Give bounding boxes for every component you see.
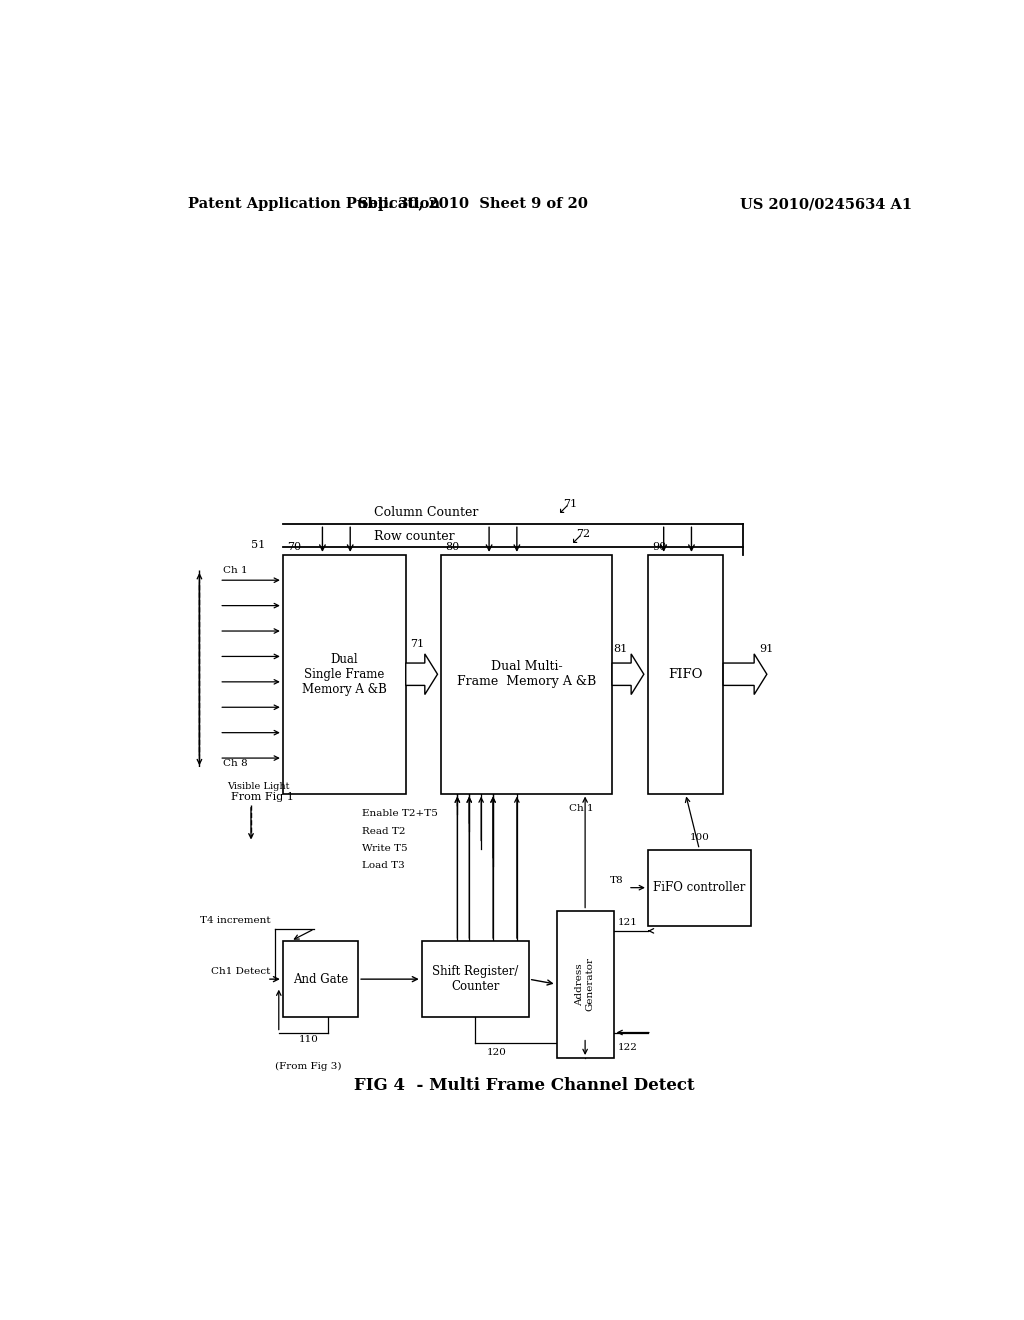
Text: $\swarrow$: $\swarrow$ <box>568 532 583 545</box>
Text: $\swarrow$: $\swarrow$ <box>555 502 569 516</box>
Text: 70: 70 <box>287 541 301 552</box>
Text: Patent Application Publication: Patent Application Publication <box>187 197 439 211</box>
Text: FIG 4  - Multi Frame Channel Detect: FIG 4 - Multi Frame Channel Detect <box>354 1077 695 1094</box>
Text: Ch1 Detect: Ch1 Detect <box>211 966 270 975</box>
Text: Load T3: Load T3 <box>362 862 404 870</box>
Text: 81: 81 <box>613 644 628 653</box>
FancyBboxPatch shape <box>557 911 613 1057</box>
Text: 71: 71 <box>410 639 424 648</box>
Text: 91: 91 <box>759 644 773 653</box>
Text: Write T5: Write T5 <box>362 843 408 853</box>
Text: 110: 110 <box>299 1035 318 1044</box>
Text: Sep. 30, 2010  Sheet 9 of 20: Sep. 30, 2010 Sheet 9 of 20 <box>358 197 588 211</box>
Text: 120: 120 <box>487 1048 507 1057</box>
Text: Dual
Single Frame
Memory A &B: Dual Single Frame Memory A &B <box>302 652 387 696</box>
Text: FiFO controller: FiFO controller <box>653 882 745 894</box>
Text: Ch 1: Ch 1 <box>223 565 248 574</box>
Text: US 2010/0245634 A1: US 2010/0245634 A1 <box>740 197 912 211</box>
Text: Ch 8: Ch 8 <box>223 759 248 768</box>
Text: 51: 51 <box>251 540 265 549</box>
FancyArrow shape <box>612 653 644 694</box>
Text: (From Fig 3): (From Fig 3) <box>274 1061 341 1071</box>
Text: Dual Multi-
Frame  Memory A &B: Dual Multi- Frame Memory A &B <box>457 660 596 688</box>
FancyBboxPatch shape <box>422 941 528 1018</box>
Text: 121: 121 <box>617 919 638 927</box>
Text: 80: 80 <box>445 541 460 552</box>
Text: T8: T8 <box>609 876 624 884</box>
Text: 72: 72 <box>577 529 591 540</box>
FancyBboxPatch shape <box>283 941 358 1018</box>
FancyArrow shape <box>406 653 437 694</box>
Text: 71: 71 <box>563 499 577 510</box>
Text: 122: 122 <box>617 1043 638 1052</box>
Text: Read T2: Read T2 <box>362 826 406 836</box>
FancyBboxPatch shape <box>648 850 751 925</box>
Text: T4 increment: T4 increment <box>201 916 270 925</box>
Text: Visible Light: Visible Light <box>227 781 290 791</box>
Text: Enable T2+T5: Enable T2+T5 <box>362 809 438 818</box>
Text: Address
Generator: Address Generator <box>575 957 595 1011</box>
Text: Column Counter: Column Counter <box>374 506 478 519</box>
Text: Ch 1: Ch 1 <box>569 804 594 813</box>
Text: 90: 90 <box>652 541 666 552</box>
FancyBboxPatch shape <box>441 554 612 793</box>
FancyBboxPatch shape <box>283 554 406 793</box>
FancyArrow shape <box>723 653 767 694</box>
FancyBboxPatch shape <box>648 554 723 793</box>
Text: Shift Register/
Counter: Shift Register/ Counter <box>432 965 518 993</box>
Text: From Fig 1: From Fig 1 <box>231 792 294 801</box>
Text: FIFO: FIFO <box>669 668 702 681</box>
Text: Row counter: Row counter <box>374 531 455 543</box>
Text: And Gate: And Gate <box>293 973 348 986</box>
Text: 100: 100 <box>689 833 710 842</box>
